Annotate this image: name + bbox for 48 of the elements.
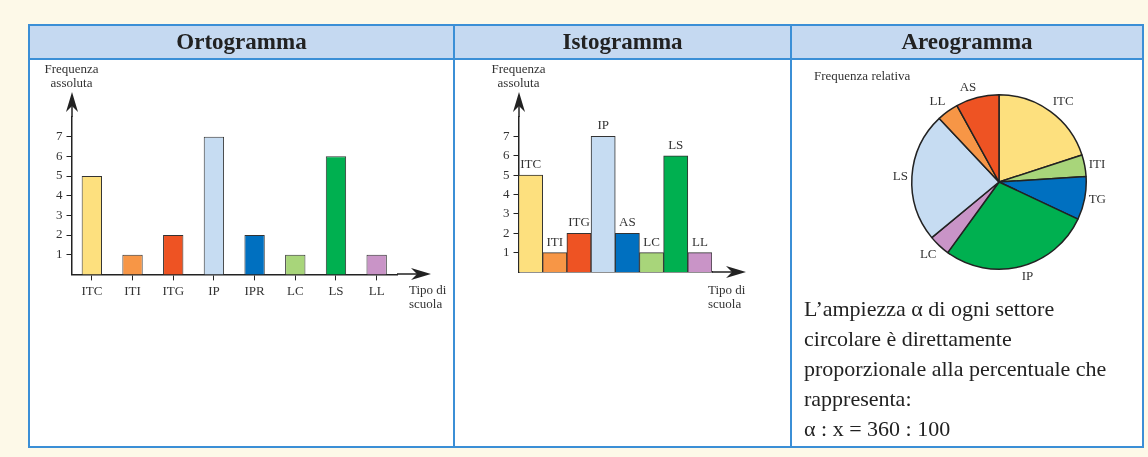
y-tick-label: 7	[503, 127, 510, 143]
text: L’ampiezza α di ogni settore circolare è direttamente proporzionale alla percentuale che rappresenta:	[804, 295, 1108, 413]
annotation: ITI	[546, 233, 564, 249]
y-axis-title: Frequenza assoluta	[491, 60, 546, 90]
slice-label: IP	[1021, 268, 1034, 284]
y-tick-label: 1	[503, 244, 510, 260]
annotation: AS	[619, 214, 636, 230]
slice-label: AS	[959, 78, 977, 94]
y-tick-label: 6	[56, 147, 63, 163]
y-tick-label: 5	[503, 166, 510, 182]
slice-label: LS	[892, 167, 908, 183]
y-tick-label: 4	[503, 185, 510, 201]
slice-label: ITI	[1088, 156, 1106, 172]
annotation: ITC	[520, 156, 542, 172]
slice-label: LC	[919, 246, 937, 262]
chart-subtitle: Frequenza relativa	[814, 67, 911, 83]
x-axis-title: Tipo di scuola	[708, 281, 746, 311]
y-tick-label: 6	[503, 147, 510, 163]
annotation: LC	[643, 233, 660, 249]
chart-title: Ortogramma	[30, 26, 453, 60]
x-tick-label: LC	[286, 282, 304, 298]
y-tick-label: 3	[503, 205, 510, 221]
x-tick-label: ITG	[162, 282, 185, 298]
chart-title: Istogramma	[455, 26, 790, 60]
chart-title: Areogramma	[792, 26, 1142, 60]
y-tick-label: 1	[56, 246, 63, 262]
x-tick-label: ITI	[124, 282, 141, 298]
y-tick-label: 2	[503, 224, 510, 240]
x-tick-label: LL	[368, 282, 385, 298]
annotation: LS	[668, 136, 684, 152]
x-tick-label: LS	[328, 282, 344, 298]
y-axis-title: Frequenza assoluta	[44, 60, 99, 90]
slice-label: LL	[929, 93, 946, 109]
annotation: ITG	[568, 214, 590, 230]
annotation: IP	[597, 117, 609, 133]
y-tick-label: 4	[56, 187, 63, 203]
y-tick-label: 7	[56, 128, 63, 144]
slice-label: ITC	[1052, 93, 1074, 109]
text: α : x = 360 : 100	[804, 415, 952, 443]
y-tick-label: 3	[56, 206, 63, 222]
y-tick-label: 2	[56, 226, 63, 242]
y-tick-label: 5	[56, 167, 63, 183]
x-axis-title: Tipo di scuola	[409, 282, 447, 312]
x-tick-label: IPR	[244, 282, 266, 298]
x-tick-label: IP	[208, 282, 220, 298]
x-tick-label: ITC	[81, 282, 103, 298]
annotation: LL	[691, 233, 708, 249]
slice-label: TG	[1088, 190, 1106, 206]
